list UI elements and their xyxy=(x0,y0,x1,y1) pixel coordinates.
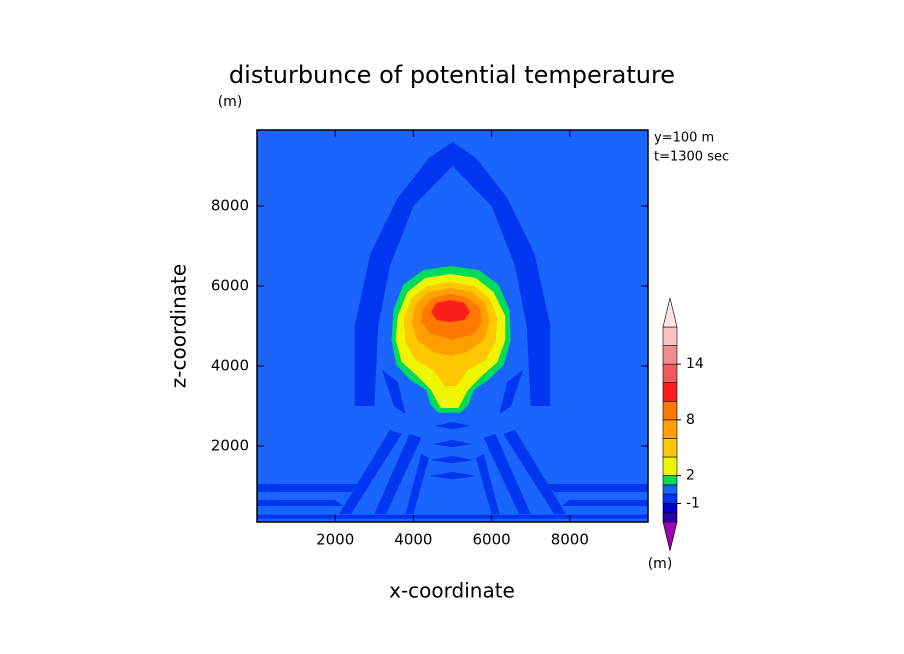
colorbar-unit: (m) xyxy=(648,556,673,572)
annotation: y=100 m xyxy=(654,131,714,146)
contour-region xyxy=(430,456,475,464)
y-tick-label: 8000 xyxy=(211,197,249,215)
colorbar-box xyxy=(662,456,678,476)
colorbar-tick-label: 2 xyxy=(686,468,695,484)
contour-region xyxy=(405,454,430,514)
colorbar-over xyxy=(662,297,678,328)
contour-region xyxy=(499,370,523,414)
colorbar-box xyxy=(662,475,678,486)
x-tick-label: 6000 xyxy=(473,531,511,549)
x-axis-label: x-coordinate xyxy=(389,579,515,603)
contour-region xyxy=(339,430,402,514)
colorbar-box xyxy=(662,419,678,439)
contour-region xyxy=(561,500,648,506)
colorbar-box xyxy=(662,484,678,495)
contour-region xyxy=(475,454,500,514)
y-axis-label: z-coordinate xyxy=(167,264,191,388)
colorbar-tick-label: 8 xyxy=(686,412,695,428)
chart-title: disturbunce of potential temperature xyxy=(229,61,675,89)
x-tick-label: 4000 xyxy=(394,531,432,549)
colorbar-tick-label: -1 xyxy=(686,495,700,511)
contour-region xyxy=(434,422,471,430)
colorbar-box xyxy=(662,438,678,458)
contour-region xyxy=(430,300,471,322)
colorbar-box xyxy=(662,503,678,514)
colorbar-box xyxy=(662,382,678,402)
contour-region xyxy=(503,430,566,514)
colorbar-box xyxy=(662,345,678,365)
contour-region xyxy=(546,484,648,492)
y-tick-label: 6000 xyxy=(211,277,249,295)
annotation: t=1300 sec xyxy=(654,150,729,165)
colorbar-under xyxy=(662,521,678,552)
colorbar-box xyxy=(662,400,678,421)
contour-region xyxy=(429,472,476,480)
y-unit: (m) xyxy=(218,94,243,110)
x-tick-label: 2000 xyxy=(316,531,354,549)
colorbar-tick-label: 14 xyxy=(686,356,704,372)
contour-region xyxy=(257,484,359,492)
contour-region xyxy=(257,500,344,506)
contour-region xyxy=(257,514,648,519)
plot-frame xyxy=(256,129,649,523)
colorbar-box xyxy=(662,512,678,523)
contour-region xyxy=(354,142,551,406)
x-tick-label: 8000 xyxy=(551,531,589,549)
colorbar-box xyxy=(662,363,678,384)
plot-area xyxy=(257,130,648,522)
contour-region xyxy=(374,434,422,514)
contour-region xyxy=(483,434,531,514)
contour-region xyxy=(432,440,473,448)
y-tick-label: 2000 xyxy=(211,437,249,455)
y-tick-label: 4000 xyxy=(211,357,249,375)
colorbar-box xyxy=(662,493,678,504)
colorbar-box xyxy=(662,326,678,346)
contour-region xyxy=(382,370,406,414)
